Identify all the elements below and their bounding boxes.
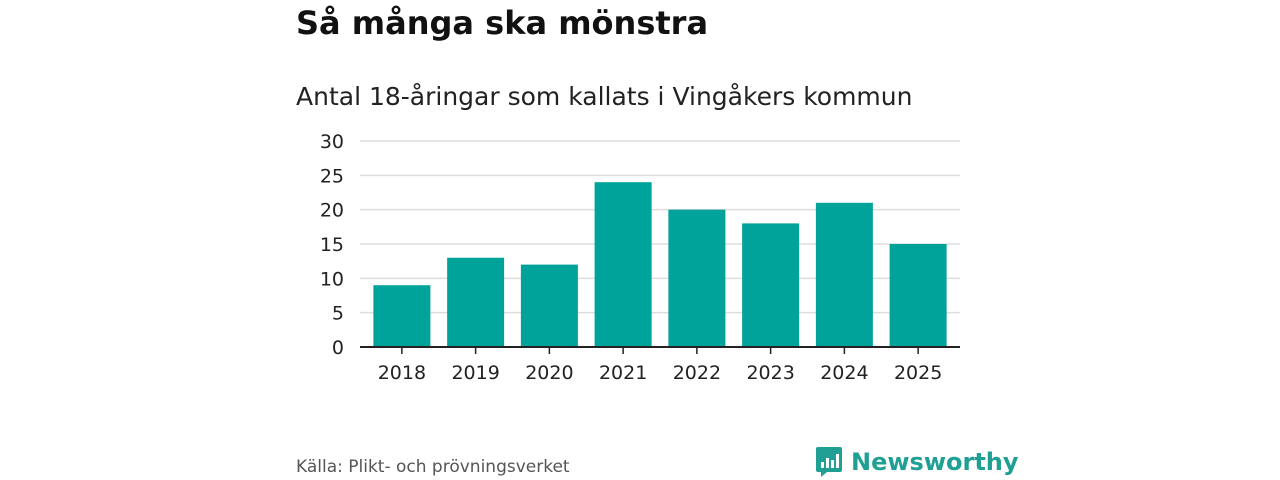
x-tick-label: 2020 <box>525 362 573 384</box>
bars <box>373 182 947 347</box>
x-tick-label: 2022 <box>673 362 721 384</box>
bar-2025 <box>889 244 947 347</box>
x-tick-label: 2021 <box>599 362 647 384</box>
newsworthy-logo-icon <box>816 447 842 477</box>
y-tick-label: 0 <box>332 337 344 359</box>
chart-title: Så många ska mönstra <box>296 4 709 42</box>
axes <box>360 346 960 354</box>
bar-2024 <box>815 202 873 347</box>
x-tick-label: 2024 <box>820 362 868 384</box>
bar-2018 <box>373 285 431 347</box>
x-tick-label: 2025 <box>894 362 942 384</box>
y-tick-label: 15 <box>320 234 344 256</box>
y-tick-label: 5 <box>332 303 344 325</box>
y-tick-label: 25 <box>320 165 344 187</box>
bar-2019 <box>447 257 505 347</box>
bar-2020 <box>520 264 578 347</box>
y-tick-label: 20 <box>320 200 344 222</box>
y-tick-label: 30 <box>320 131 344 153</box>
x-tick-label: 2018 <box>378 362 426 384</box>
source-note: Källa: Plikt- och prövningsverket <box>296 457 570 477</box>
x-tick-label: 2019 <box>451 362 499 384</box>
brand-logo: Newsworthy <box>815 446 1019 478</box>
brand-name: Newsworthy <box>851 448 1019 476</box>
bar-2021 <box>594 182 652 347</box>
bar-2023 <box>742 223 800 347</box>
y-tick-label: 10 <box>320 268 344 290</box>
chart-subtitle: Antal 18-åringar som kallats i Vingåkers… <box>296 82 913 111</box>
x-tick-label: 2023 <box>746 362 794 384</box>
bar-2022 <box>668 209 726 347</box>
